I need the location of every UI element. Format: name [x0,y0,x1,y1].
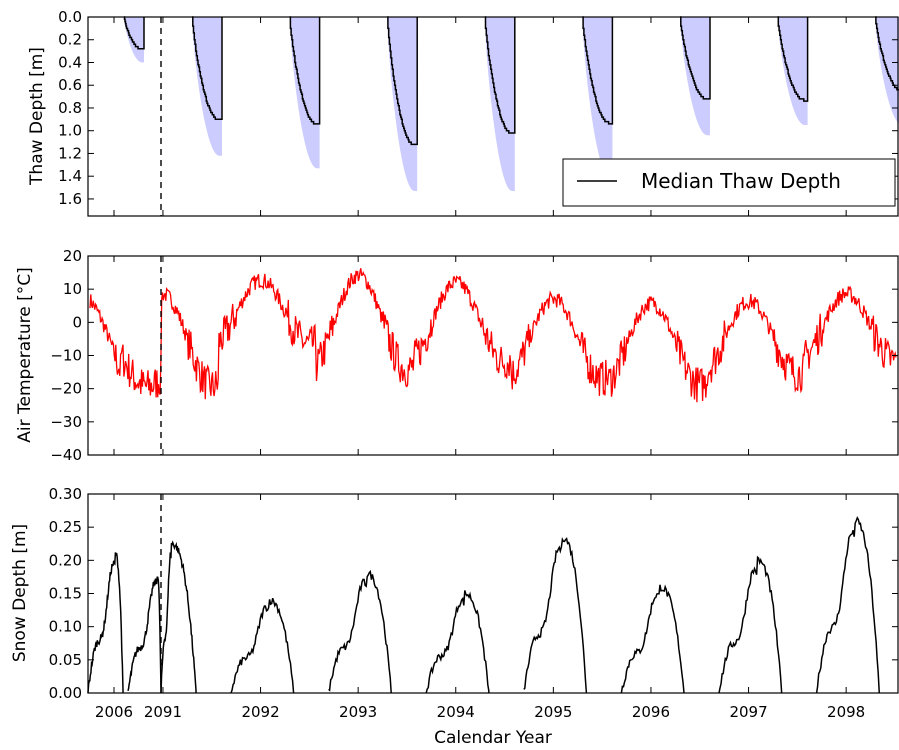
snow-depth-ylabel: Snow Depth [m] [10,524,30,662]
y-tick-label: 1.6 [58,190,82,208]
y-tick-label: 0.05 [49,651,82,669]
x-tick-label: 2006 [95,703,133,721]
air-temperature-ylabel: Air Temperature [°C] [15,267,35,442]
air-temperature-line [89,268,897,403]
x-tick-label: 2092 [241,703,279,721]
y-tick-label: 0.15 [49,585,82,603]
thaw-median-2094 [484,16,516,134]
y-tick-label: −20 [50,380,82,398]
y-tick-label: 1.0 [58,122,82,140]
snow-depth-winter-2091 [160,540,197,694]
thaw-band-2092 [289,17,320,169]
air-temperature-panel: −40 −30 −20 −10 0 10 20 Air Temperature [°C] [15,247,899,464]
thaw-median-2091 [192,16,223,121]
snow-depth-winter-2092 [230,597,295,694]
snow-depth-winter-2006 [87,552,124,694]
thaw-depth-frame [87,16,899,217]
x-tick-label: 2091 [144,703,182,721]
thaw-band-2097 [777,17,808,125]
air-temperature-x-ticks [113,256,847,455]
y-tick-label: 0.2 [58,31,82,49]
thaw-band-2095 [582,17,613,177]
snow-depth-panel: 0.00 0.05 0.10 0.15 0.20 0.25 0.30 2006 2091 209… [10,485,899,721]
thaw-depth-y-ticks: 0.0 0.2 0.4 0.6 0.8 1.0 1.2 1.4 1.6 [58,8,898,208]
thaw-median-2093 [387,16,418,146]
snow-depth-x-ticks: 2006209120922093209420952096209720982099… [95,494,865,721]
snow-depth-frame [87,493,899,694]
air-temperature-line-group [89,268,897,403]
x-tick-label: 2095 [534,703,572,721]
thaw-depth-ylabel: Thaw Depth [m] [27,47,47,186]
air-temperature-y-ticks: −40 −30 −20 −10 0 10 20 [50,247,898,464]
y-tick-label: −40 [50,446,82,464]
thaw-median-2097 [777,16,809,102]
legend: Median Thaw Depth [562,158,896,207]
thaw-median-2095 [582,16,614,125]
thaw-band-2006 [124,17,144,63]
thaw-median-2006 [123,16,145,50]
y-tick-label: 0.6 [58,76,82,94]
snow-depth-winter-2097 [718,555,783,694]
snow-depth-winter-2096 [620,584,685,694]
y-tick-label: 0.10 [49,618,82,636]
y-tick-label: −10 [50,347,82,365]
y-tick-label: 0.0 [58,8,82,26]
x-tick-label: 2096 [632,703,670,721]
legend-frame [562,158,896,207]
thaw-median-2092 [289,16,321,125]
thaw-band-2091 [192,17,222,156]
snow-depth-line-group [87,516,880,694]
thaw-band-2094 [484,17,515,191]
y-tick-label: 0.4 [58,53,82,71]
thaw-depth-x-ticks [113,17,847,216]
snow-depth-y-ticks: 0.00 0.05 0.10 0.15 0.20 0.25 0.30 [49,485,898,702]
x-axis-label: Calendar Year [434,728,552,748]
thaw-median-2096 [680,16,711,100]
y-tick-label: 0 [72,313,82,331]
y-tick-label: 1.4 [58,167,82,185]
y-tick-label: 10 [63,280,82,298]
thaw-depth-median-group [123,16,899,146]
legend-entry-median: Median Thaw Depth [641,169,841,193]
x-tick-label: 2094 [437,703,475,721]
x-tick-label: 2093 [339,703,377,721]
snow-depth-winter-2093 [328,569,392,694]
y-tick-label: 0.8 [58,99,82,117]
y-tick-label: 0.30 [49,485,82,503]
x-tick-label: 2098 [827,703,865,721]
y-tick-label: 0.25 [49,518,82,536]
snow-depth-winter-2098 [815,516,880,694]
y-tick-label: 0.20 [49,551,82,569]
snow-depth-winter-2006-2091 [127,576,162,693]
x-tick-label: 2097 [729,703,767,721]
y-tick-label: 20 [63,247,82,265]
snow-depth-winter-2095 [523,536,588,694]
y-tick-label: −30 [50,413,82,431]
snow-depth-winter-2094 [425,590,490,694]
y-tick-label: 0.00 [49,684,82,702]
y-tick-label: 1.2 [58,144,82,162]
thaw-band-2096 [680,17,710,136]
thaw-band-2093 [387,17,418,191]
thaw-depth-panel: 0.0 0.2 0.4 0.6 0.8 1.0 1.2 1.4 1.6 Thaw Depth [… [27,8,899,217]
